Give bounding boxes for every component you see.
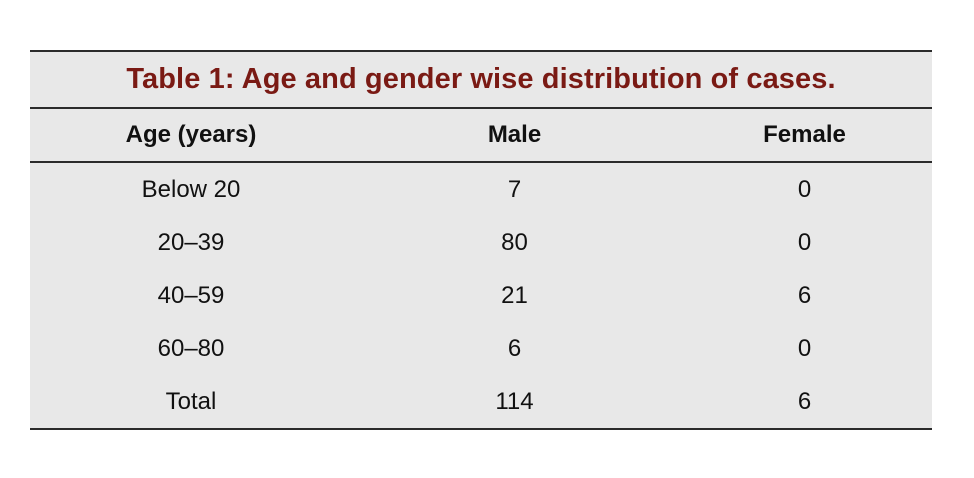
table-row: 20–39 80 0 [30, 216, 932, 269]
cell-male: 21 [501, 281, 528, 309]
cell-male: 6 [507, 334, 522, 362]
cell-age: 40–59 [157, 281, 225, 309]
cell-female: 6 [797, 281, 812, 309]
header-age: Age (years) [30, 109, 352, 163]
cell-age: Total [165, 387, 217, 415]
table-row: 60–80 6 0 [30, 322, 932, 375]
cell-female: 0 [797, 175, 812, 203]
cell-female: 0 [797, 334, 812, 362]
header-male: Male [352, 109, 677, 163]
table-header-row: Age (years) Male Female [30, 109, 932, 163]
table-row-total: Total 114 6 [30, 375, 932, 428]
cell-male: 7 [507, 175, 522, 203]
cell-female: 6 [797, 387, 812, 415]
cell-male: 114 [495, 387, 534, 415]
table-caption: Table 1: Age and gender wise distributio… [30, 52, 932, 109]
table-row: Below 20 7 0 [30, 162, 932, 216]
cell-male: 80 [501, 228, 528, 256]
cell-age: 60–80 [157, 334, 225, 362]
data-table-container: Table 1: Age and gender wise distributio… [30, 50, 932, 430]
cell-age: Below 20 [141, 175, 241, 203]
cell-age: 20–39 [157, 228, 225, 256]
header-female: Female [677, 109, 932, 163]
cell-female: 0 [797, 228, 812, 256]
table-row: 40–59 21 6 [30, 269, 932, 322]
data-table: Age (years) Male Female Below 20 7 0 20–… [30, 109, 932, 428]
